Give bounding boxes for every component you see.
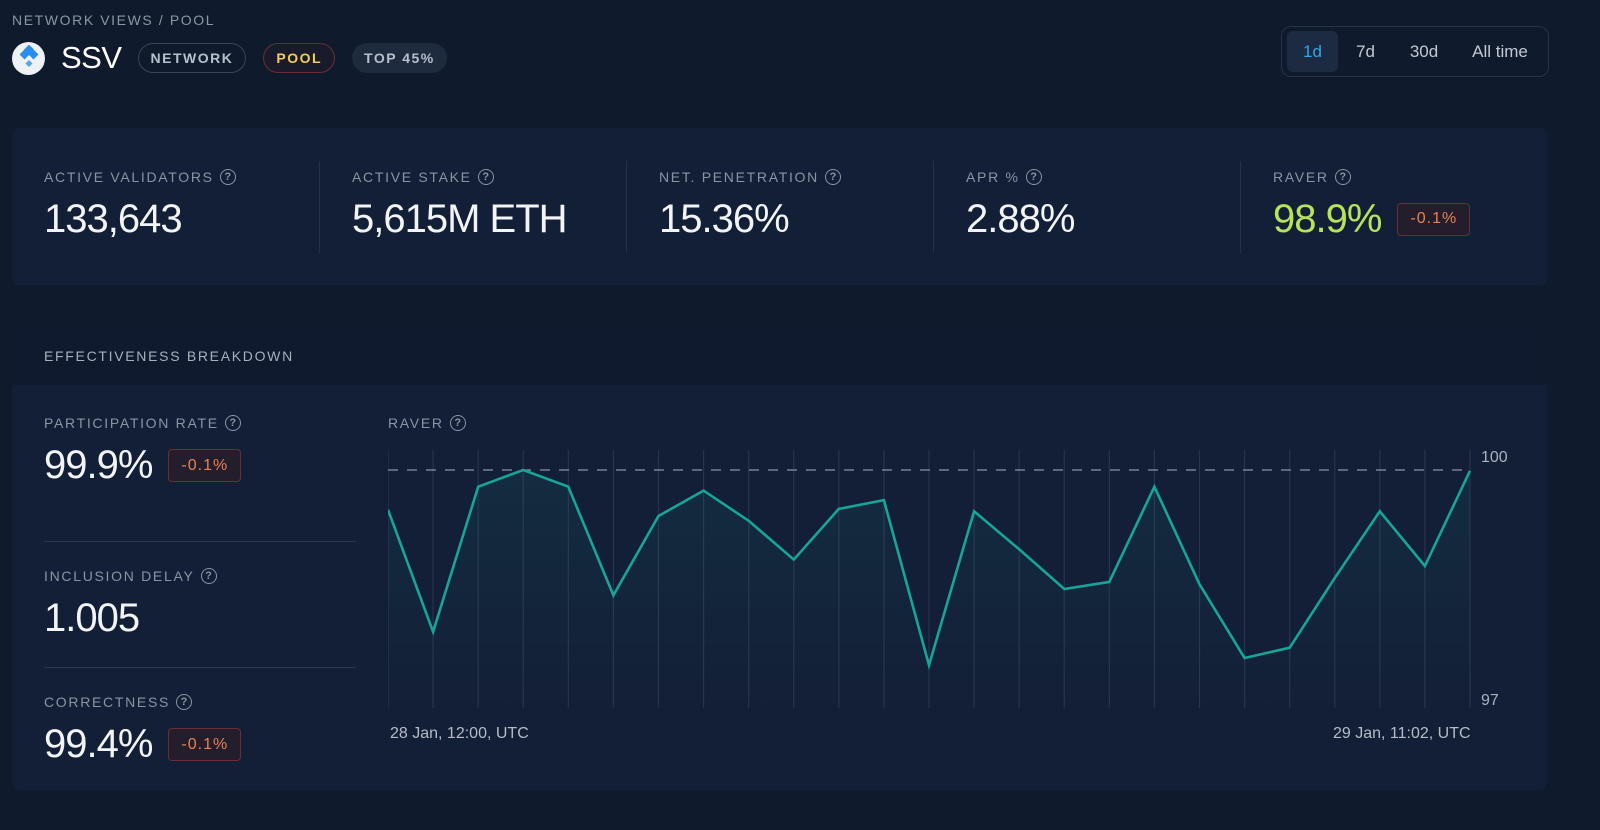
range-1d-button[interactable]: 1d: [1287, 31, 1338, 72]
effectiveness-panel: EFFECTIVENESS BREAKDOWN PARTICIPATION RA…: [12, 327, 1547, 790]
x-end-label: 29 Jan, 11:02, UTC: [1333, 725, 1471, 742]
page-header: SSV NETWORK POOL TOP 45%: [12, 40, 464, 75]
stat-net-penetration: NET. PENETRATION? 15.36%: [626, 160, 933, 253]
stat-value: 133,643: [44, 196, 183, 241]
help-icon[interactable]: ?: [176, 694, 193, 710]
help-icon[interactable]: ?: [219, 168, 236, 185]
range-7d-button[interactable]: 7d: [1356, 41, 1375, 61]
breadcrumb: NETWORK VIEWS / POOL: [12, 12, 216, 28]
stat-value: 15.36%: [659, 196, 790, 241]
stat-label: NET. PENETRATION: [659, 168, 819, 185]
stat-apr: APR %? 2.88%: [933, 160, 1240, 253]
stat-value: 2.88%: [966, 196, 1075, 241]
help-icon[interactable]: ?: [477, 168, 494, 185]
metric-participation-rate: PARTICIPATION RATE? 99.9% -0.1%: [44, 415, 356, 541]
delta-badge: -0.1%: [1397, 202, 1471, 236]
page-title: SSV: [61, 40, 122, 75]
metric-value: 99.9%: [44, 443, 153, 487]
stat-active-stake: ACTIVE STAKE? 5,615M ETH: [319, 160, 626, 253]
metric-label: INCLUSION DELAY: [44, 568, 195, 584]
tag-network[interactable]: NETWORK: [137, 43, 247, 73]
raver-chart[interactable]: 100 97 RAVER? 28 Jan, 12:00, UTC 29 Jan,…: [388, 413, 1538, 753]
help-icon[interactable]: ?: [824, 168, 841, 185]
tag-top-rank: TOP 45%: [352, 43, 447, 73]
tag-pool[interactable]: POOL: [263, 43, 336, 73]
help-icon[interactable]: ?: [1334, 168, 1351, 185]
stat-value: 98.9%: [1273, 196, 1382, 241]
stat-label: ACTIVE VALIDATORS: [44, 168, 214, 185]
help-icon[interactable]: ?: [449, 415, 466, 431]
y-min-label: 97: [1481, 692, 1499, 709]
range-all-time-button[interactable]: All time: [1472, 41, 1528, 61]
y-max-label: 100: [1481, 449, 1508, 466]
panel-title: EFFECTIVENESS BREAKDOWN: [12, 327, 1547, 385]
metrics-list: PARTICIPATION RATE? 99.9% -0.1% INCLUSIO…: [44, 413, 356, 790]
chart-title: RAVER: [388, 415, 444, 431]
metric-value: 1.005: [44, 596, 140, 640]
stat-label: APR %: [966, 168, 1020, 185]
stats-bar: ACTIVE VALIDATORS? 133,643 ACTIVE STAKE?…: [12, 128, 1547, 285]
stat-value: 5,615M ETH: [352, 196, 568, 241]
stat-active-validators: ACTIVE VALIDATORS? 133,643: [12, 161, 319, 253]
range-30d-button[interactable]: 30d: [1409, 41, 1439, 61]
raver-line-chart[interactable]: 100 97: [388, 413, 1538, 713]
metric-label: CORRECTNESS: [44, 694, 171, 710]
x-start-label: 28 Jan, 12:00, UTC: [390, 725, 529, 742]
metric-inclusion-delay: INCLUSION DELAY? 1.005: [44, 541, 356, 667]
time-range-selector: 1d 7d 30d All time: [1281, 26, 1549, 77]
stat-value-row: 98.9% -0.1%: [1273, 197, 1547, 242]
help-icon[interactable]: ?: [224, 415, 241, 431]
delta-badge: -0.1%: [168, 449, 242, 482]
help-icon[interactable]: ?: [200, 568, 217, 584]
metric-value: 99.4%: [44, 722, 153, 766]
metric-correctness: CORRECTNESS? 99.4% -0.1%: [44, 667, 356, 790]
help-icon[interactable]: ?: [1025, 168, 1042, 185]
metric-label: PARTICIPATION RATE: [44, 415, 219, 431]
stat-label: ACTIVE STAKE: [352, 168, 472, 185]
delta-badge: -0.1%: [168, 728, 242, 761]
stat-raver: RAVER? 98.9% -0.1%: [1240, 160, 1547, 253]
ssv-logo-icon: [12, 41, 45, 75]
stat-label: RAVER: [1273, 168, 1329, 185]
